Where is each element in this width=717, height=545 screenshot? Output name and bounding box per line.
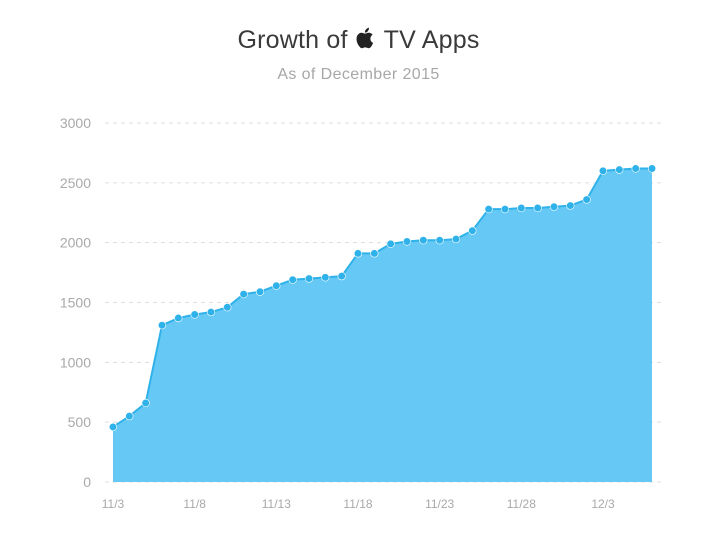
y-tick-label: 0 [83,474,91,490]
x-tick-label: 11/18 [343,497,372,511]
x-tick-label: 11/13 [262,497,291,511]
data-point[interactable] [141,398,150,408]
y-tick-label: 2000 [60,235,91,251]
chart-title-prefix: Growth of [237,26,348,54]
x-tick-label: 11/3 [102,497,125,511]
data-point[interactable] [337,272,346,281]
data-point[interactable] [435,236,444,245]
data-point[interactable] [386,239,395,248]
y-tick-label: 3000 [60,115,91,131]
data-point[interactable] [239,290,248,299]
data-point[interactable] [533,203,542,213]
data-point[interactable] [370,249,379,258]
data-point[interactable] [566,201,575,210]
data-point[interactable] [517,203,526,213]
data-point[interactable] [647,164,657,173]
data-points [108,164,657,432]
data-point[interactable] [157,321,167,330]
data-point[interactable] [174,313,183,323]
data-point[interactable] [484,205,493,214]
y-tick-label: 2500 [60,175,91,191]
x-tick-label: 11/28 [507,497,536,511]
series-line [112,167,652,428]
data-point[interactable] [108,422,118,432]
x-tick-label: 12/3 [591,497,615,511]
data-point[interactable] [402,237,412,246]
y-tick-label: 1500 [60,295,91,311]
data-point[interactable] [125,412,134,421]
data-point[interactable] [451,234,461,244]
data-point[interactable] [321,273,330,282]
data-point[interactable] [255,287,265,296]
x-axis-ticks: 11/3 11/8 11/13 11/18 11/23 11/28 12/3 [102,497,615,511]
data-point[interactable] [582,195,591,204]
data-point[interactable] [272,281,281,290]
data-point[interactable] [615,165,624,174]
data-point[interactable] [500,205,510,214]
data-point[interactable] [549,202,559,211]
chart-title: Growth of TV Apps [0,26,717,55]
chart-title-suffix: TV Apps [383,26,480,54]
data-point[interactable] [598,166,608,175]
data-point[interactable] [190,310,199,319]
data-point[interactable] [631,164,640,173]
apple-logo-icon [356,27,373,49]
data-point[interactable] [206,307,216,317]
area-fill [113,168,652,482]
y-tick-label: 1000 [60,354,91,370]
area-series [112,167,652,482]
x-tick-label: 11/8 [183,497,206,511]
y-axis-ticks: 0 500 1000 1500 2000 2500 3000 [60,115,91,490]
data-point[interactable] [223,303,232,312]
x-tick-label: 11/23 [425,497,454,511]
data-point[interactable] [304,274,314,283]
data-point[interactable] [419,236,428,245]
chart-subtitle: As of December 2015 [277,66,440,83]
data-point[interactable] [468,226,477,235]
data-point[interactable] [353,249,363,258]
y-tick-label: 500 [68,414,92,430]
data-point[interactable] [288,275,297,284]
